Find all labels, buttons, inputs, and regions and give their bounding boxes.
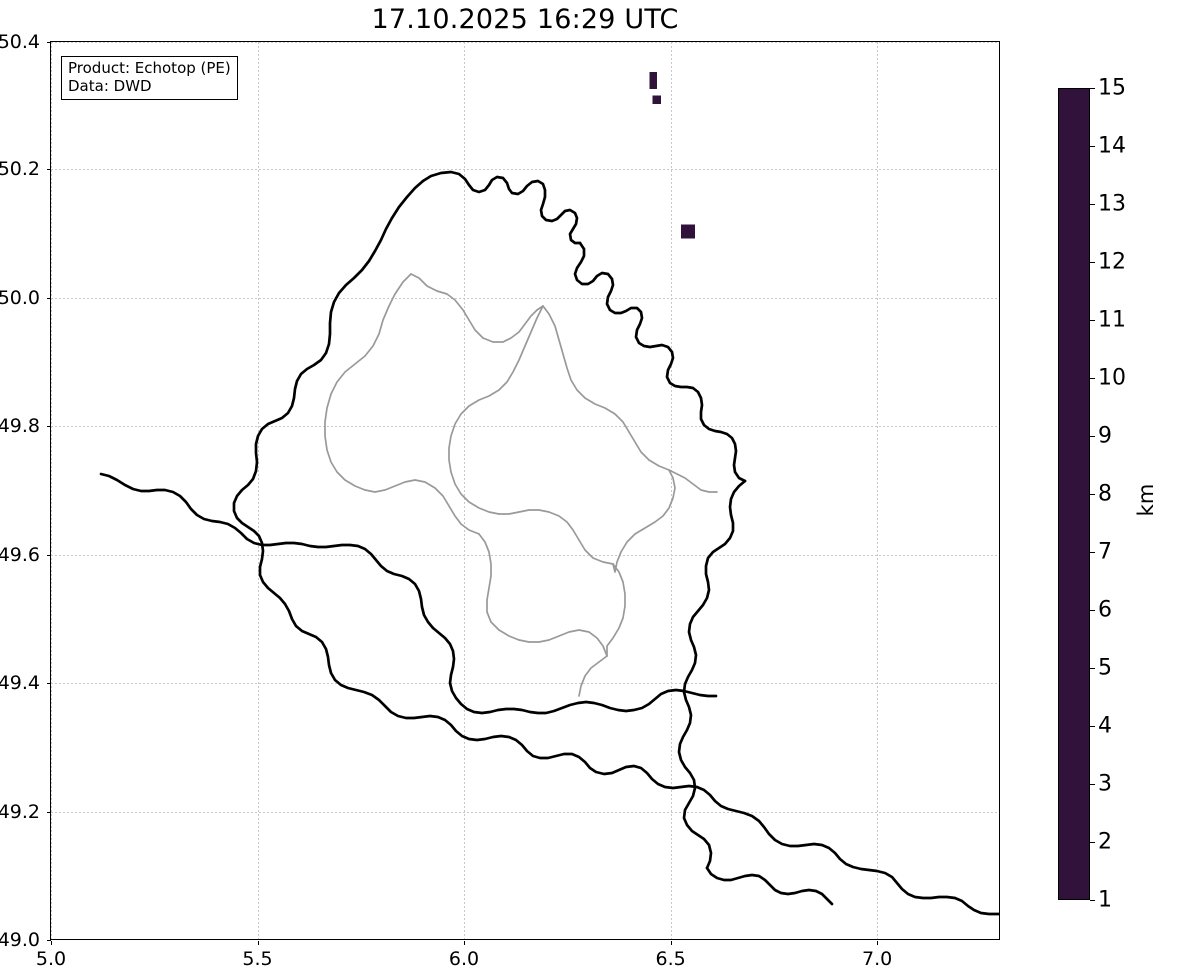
x-tick-mark [877, 941, 879, 945]
radar-echo-cell [649, 72, 657, 89]
y-tick-label: 49.0 [0, 929, 40, 951]
x-tick-label: 6.0 [448, 948, 480, 970]
x-tick-mark [464, 941, 465, 945]
gridline-horizontal [51, 811, 999, 813]
colorbar-tick-mark [1090, 146, 1095, 147]
colorbar-tick-label: 1 [1098, 887, 1112, 913]
gridline-vertical [464, 42, 465, 939]
colorbar-tick-label: 6 [1098, 597, 1112, 623]
gridline-horizontal [51, 42, 999, 43]
x-tick-label: 5.0 [35, 948, 67, 970]
colorbar-tick-mark [1090, 88, 1095, 89]
y-tick-mark [47, 297, 51, 299]
colorbar-tick-mark [1090, 842, 1095, 843]
radar-echo-cell [681, 224, 695, 239]
gridline-vertical [877, 42, 879, 939]
x-tick-mark [257, 941, 259, 945]
y-tick-label: 49.4 [0, 672, 40, 695]
colorbar-tick-label: 8 [1098, 481, 1112, 507]
gridline-vertical [257, 42, 259, 939]
radar-echo-cell [652, 95, 661, 104]
colorbar-tick-mark [1090, 494, 1095, 495]
y-tick-label: 50.2 [0, 158, 40, 181]
y-tick-label: 49.6 [0, 543, 40, 566]
colorbar-tick-label: 14 [1098, 133, 1126, 159]
radar-echo-group [649, 72, 695, 239]
y-tick-mark [47, 169, 51, 171]
x-tick-mark [670, 941, 672, 945]
gridline-horizontal [51, 169, 999, 171]
y-tick-mark [47, 940, 51, 941]
colorbar-tick-label: 5 [1098, 655, 1112, 681]
colorbar-tick-mark [1090, 378, 1095, 379]
page-title: 17.10.2025 16:29 UTC [371, 4, 679, 35]
x-tick-label: 5.5 [242, 948, 273, 970]
gridline-horizontal [51, 426, 999, 428]
x-tick-mark [51, 941, 52, 945]
gridline-horizontal [51, 297, 999, 299]
colorbar-tick-mark [1090, 436, 1095, 437]
colorbar-tick-mark [1090, 262, 1095, 263]
colorbar-tick-mark [1090, 726, 1095, 727]
colorbar-tick-label: 7 [1098, 539, 1112, 565]
colorbar-tick-label: 9 [1098, 423, 1112, 449]
y-tick-label: 49.2 [0, 800, 40, 823]
colorbar-label: km [1134, 483, 1158, 517]
colorbar-tick-label: 4 [1098, 713, 1112, 739]
colorbar-tick-label: 11 [1098, 307, 1126, 333]
map-axes: Product: Echotop (PE) Data: DWD 5.0 5.5 … [0, 31, 1000, 970]
x-tick-label: 7.0 [861, 948, 893, 970]
colorbar-tick-mark [1090, 552, 1095, 553]
colorbar-tick-label: 12 [1098, 249, 1126, 275]
y-tick-mark [47, 42, 51, 43]
colorbar-tick-label: 15 [1098, 75, 1126, 101]
colorbar-tick-mark [1090, 784, 1095, 785]
colorbar-tick-label: 10 [1098, 365, 1126, 391]
x-tick-label: 6.5 [655, 948, 686, 970]
colorbar-tick-mark [1090, 610, 1095, 611]
info-data-line: Data: DWD [68, 76, 152, 95]
gridline-horizontal [51, 683, 999, 685]
colorbar-tick-label: 3 [1098, 771, 1112, 797]
colorbar-tick-label: 13 [1098, 191, 1126, 217]
y-tick-mark [47, 811, 51, 813]
y-tick-label: 49.8 [0, 415, 40, 438]
colorbar-gradient [1059, 89, 1089, 899]
y-tick-label: 50.4 [0, 31, 40, 53]
colorbar [1058, 88, 1090, 900]
y-tick-mark [47, 426, 51, 428]
info-box: Product: Echotop (PE) Data: DWD [61, 56, 238, 101]
y-tick-mark [47, 683, 51, 685]
map-plot-area: Product: Echotop (PE) Data: DWD [51, 42, 999, 939]
y-tick-label: 50.0 [0, 286, 40, 309]
colorbar-tick-label: 2 [1098, 829, 1112, 855]
colorbar-tick-mark [1090, 320, 1095, 321]
info-product-line: Product: Echotop (PE) [68, 59, 231, 77]
gridline-vertical [51, 42, 52, 939]
luxembourg-border [99, 170, 999, 916]
colorbar-tick-mark [1090, 668, 1095, 669]
y-tick-mark [47, 554, 51, 556]
gridline-horizontal [51, 554, 999, 556]
map-borders-svg [99, 72, 999, 916]
gridline-vertical [670, 42, 672, 939]
colorbar-tick-mark [1090, 900, 1095, 901]
canton-borders [324, 273, 718, 697]
colorbar-tick-mark [1090, 204, 1095, 205]
